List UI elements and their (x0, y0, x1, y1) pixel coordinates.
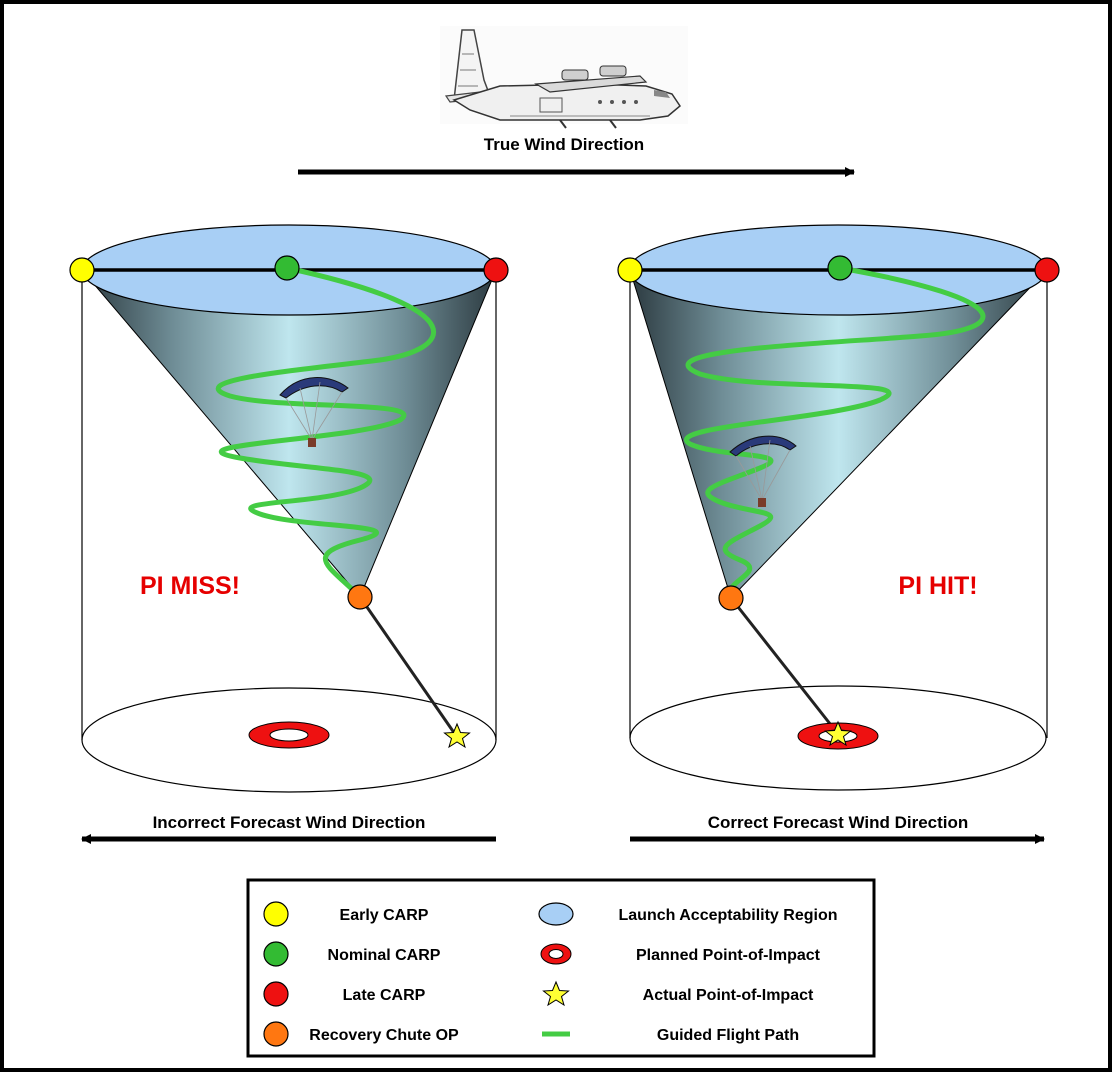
legend-item-late-carp: Late CARP (343, 987, 426, 1004)
right-actual-impact-star (824, 720, 852, 747)
left-wind-label: Incorrect Forecast Wind Direction (153, 813, 426, 832)
legend-item-nominal-carp: Nominal CARP (328, 947, 441, 964)
legend-item-planned-impact: Planned Point-of-Impact (636, 947, 821, 964)
left-nominal-carp-marker (274, 255, 300, 281)
right-early-carp-marker (617, 257, 643, 283)
green-circle-icon (263, 941, 289, 967)
orange-circle-icon (263, 1021, 289, 1047)
left-parafoil-icon (279, 377, 349, 447)
legend-item-recovery-chute-op: Recovery Chute OP (309, 1027, 459, 1044)
left-recovery-chute-marker (347, 584, 373, 610)
left-status-label: PI MISS! (140, 572, 240, 600)
red-ring-icon (540, 943, 572, 965)
legend-item-early-carp: Early CARP (340, 907, 429, 924)
right-status-label: PI HIT! (898, 572, 977, 600)
aircraft-icon (440, 26, 688, 129)
left-cone (80, 269, 497, 598)
left-early-carp-marker (69, 257, 95, 283)
right-guided-flight-path (684, 265, 986, 601)
right-recovery-chute-marker (718, 585, 744, 611)
true-wind-label: True Wind Direction (484, 135, 644, 154)
legend: Early CARP Nominal CARP Late CARP Recove… (246, 878, 876, 1058)
left-planned-impact-ring (248, 721, 330, 749)
left-cylinder (69, 224, 509, 793)
left-drop-line (358, 596, 459, 738)
right-wind-label: Correct Forecast Wind Direction (708, 813, 969, 832)
star-icon (542, 980, 570, 1007)
right-ground-ellipse (629, 685, 1047, 791)
yellow-circle-icon (263, 901, 289, 927)
left-ground-ellipse (81, 687, 497, 793)
legend-item-launch-region: Launch Acceptability Region (619, 907, 838, 924)
right-late-carp-marker (1034, 257, 1060, 283)
left-actual-impact-star (443, 722, 471, 749)
red-circle-icon (263, 981, 289, 1007)
left-guided-flight-path (215, 265, 437, 600)
right-cylinder (617, 224, 1060, 791)
legend-item-actual-impact: Actual Point-of-Impact (643, 987, 814, 1004)
blue-ellipse-icon (538, 902, 574, 926)
right-nominal-carp-marker (827, 255, 853, 281)
left-late-carp-marker (483, 257, 509, 283)
legend-item-guided-flight-path: Guided Flight Path (657, 1027, 799, 1044)
right-parafoil-icon (729, 435, 797, 507)
right-drop-line (729, 597, 840, 735)
